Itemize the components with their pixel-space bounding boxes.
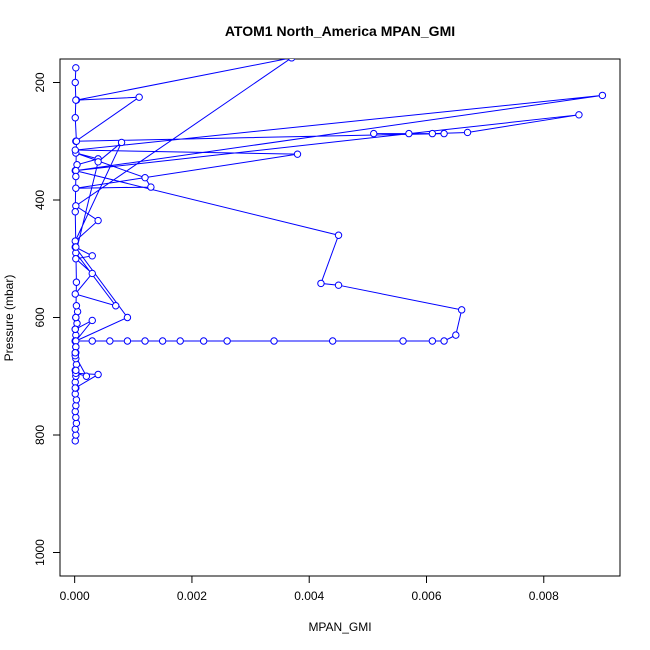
data-point	[71, 114, 79, 122]
data-point	[94, 216, 102, 225]
y-tick-label: 600	[33, 307, 47, 327]
data-point	[88, 316, 96, 325]
data-point	[82, 372, 91, 380]
data-point	[405, 129, 413, 138]
plot-frame	[59, 58, 621, 577]
data-point	[293, 150, 302, 158]
data-point	[399, 337, 407, 345]
data-point	[598, 91, 607, 100]
y-tick-label: 400	[33, 190, 47, 210]
data-point	[117, 138, 126, 147]
x-tick-label: 0.000	[60, 589, 90, 603]
y-axis: 200 400 600 800 1000	[33, 72, 60, 566]
data-point	[428, 337, 437, 345]
data-point	[72, 302, 81, 310]
y-tick-label: 1000	[33, 539, 47, 566]
data-point	[88, 252, 96, 260]
x-axis: 0.000 0.002 0.004 0.006 0.008	[60, 576, 559, 603]
x-tick-label: 0.006	[411, 589, 441, 603]
data-point	[72, 64, 80, 72]
data-point	[72, 96, 80, 104]
chart-title: ATOM1 North_America MPAN_GMI	[225, 23, 455, 39]
x-tick-label: 0.002	[177, 589, 207, 603]
data-point	[135, 93, 143, 101]
data-point	[158, 337, 167, 345]
data-point	[270, 337, 278, 345]
data-point	[72, 313, 80, 322]
data-point	[317, 279, 325, 288]
data-point	[94, 158, 102, 166]
data-point	[123, 337, 132, 345]
data-point	[94, 370, 102, 379]
data-point	[71, 78, 79, 87]
data-point	[452, 331, 460, 339]
data-point	[334, 231, 343, 239]
series-layer	[71, 59, 607, 445]
data-point	[73, 161, 81, 169]
data-point	[88, 337, 96, 345]
data-point	[71, 290, 79, 298]
x-tick-label: 0.008	[529, 589, 559, 603]
data-point	[72, 396, 81, 404]
data-point	[141, 337, 149, 345]
data-point	[71, 208, 79, 216]
x-axis-label: MPAN_GMI	[308, 620, 371, 634]
data-point	[575, 111, 583, 119]
data-point	[72, 255, 80, 263]
data-point	[176, 337, 184, 345]
data-point	[328, 337, 337, 345]
data-point	[72, 366, 80, 375]
data-point	[370, 129, 378, 138]
y-tick-label: 200	[33, 72, 47, 92]
y-axis-label: Pressure (mbar)	[2, 275, 16, 362]
data-point	[72, 184, 80, 192]
data-point	[288, 59, 296, 62]
data-point	[440, 337, 448, 345]
data-point	[457, 306, 466, 314]
series-line	[74, 59, 603, 441]
data-point	[88, 269, 96, 278]
data-point	[72, 137, 81, 145]
data-point	[428, 129, 437, 138]
data-point	[71, 325, 79, 333]
data-point	[71, 384, 79, 392]
data-point	[71, 425, 79, 433]
data-point	[223, 337, 231, 345]
x-tick-label: 0.004	[294, 589, 324, 603]
data-point	[71, 349, 79, 357]
data-point	[440, 129, 448, 138]
data-point	[71, 146, 79, 154]
data-point	[112, 302, 120, 310]
data-point	[72, 172, 80, 181]
data-point	[106, 337, 114, 345]
data-point	[334, 281, 343, 289]
data-point	[72, 243, 80, 251]
data-point	[141, 173, 149, 182]
data-point	[463, 128, 472, 137]
data-point	[123, 313, 132, 322]
data-point	[147, 183, 155, 191]
y-tick-label: 800	[33, 425, 47, 445]
data-point	[199, 337, 208, 345]
data-point	[72, 278, 81, 286]
